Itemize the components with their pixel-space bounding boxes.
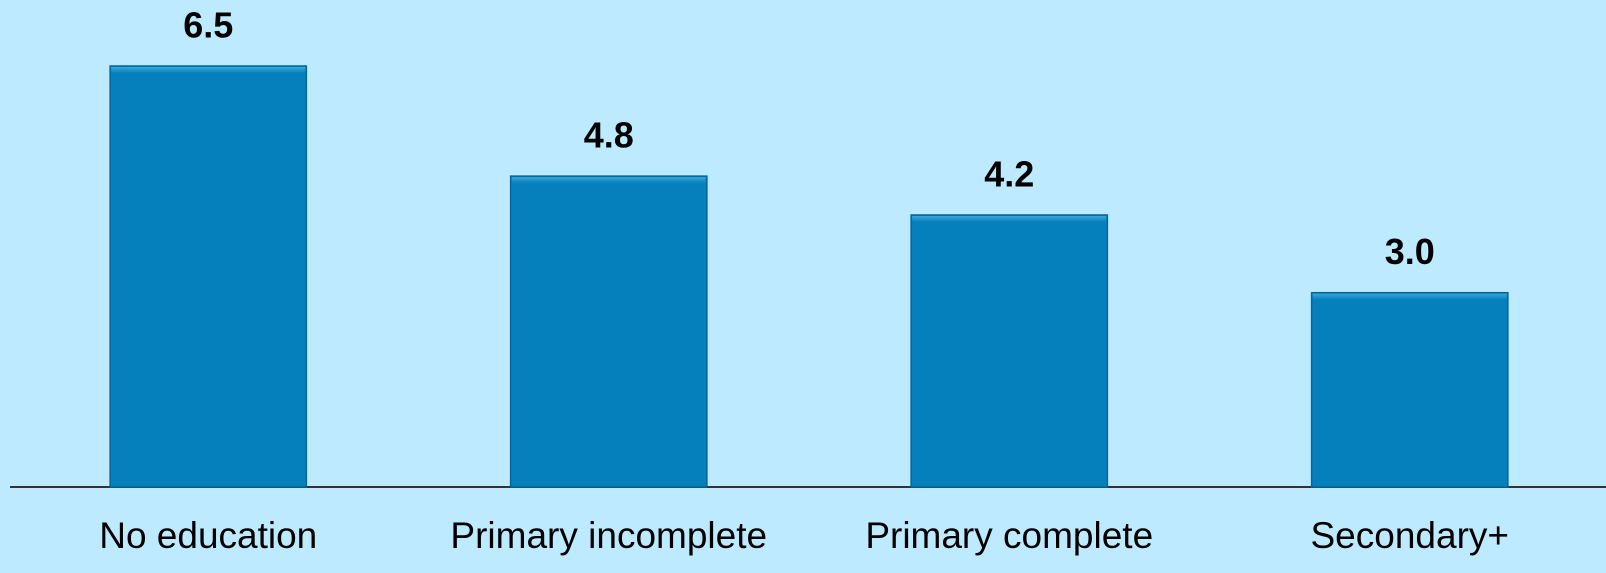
x-tick-label: No education	[99, 515, 317, 556]
bar-bevel	[1312, 293, 1507, 300]
bar	[910, 214, 1109, 488]
value-label: 3.0	[1385, 231, 1435, 272]
value-label: 4.2	[984, 153, 1034, 194]
x-tick-label: Secondary+	[1311, 515, 1510, 556]
bar	[1310, 291, 1509, 488]
x-tick-label: Primary incomplete	[450, 515, 767, 556]
value-label: 4.8	[584, 115, 634, 156]
bar-bevel	[912, 215, 1107, 222]
bar	[109, 65, 308, 488]
x-tick-label: Primary complete	[865, 515, 1153, 556]
bar-bevel	[511, 177, 706, 184]
bar	[509, 175, 708, 488]
value-label: 6.5	[183, 5, 233, 46]
bar-bevel	[111, 67, 306, 73]
